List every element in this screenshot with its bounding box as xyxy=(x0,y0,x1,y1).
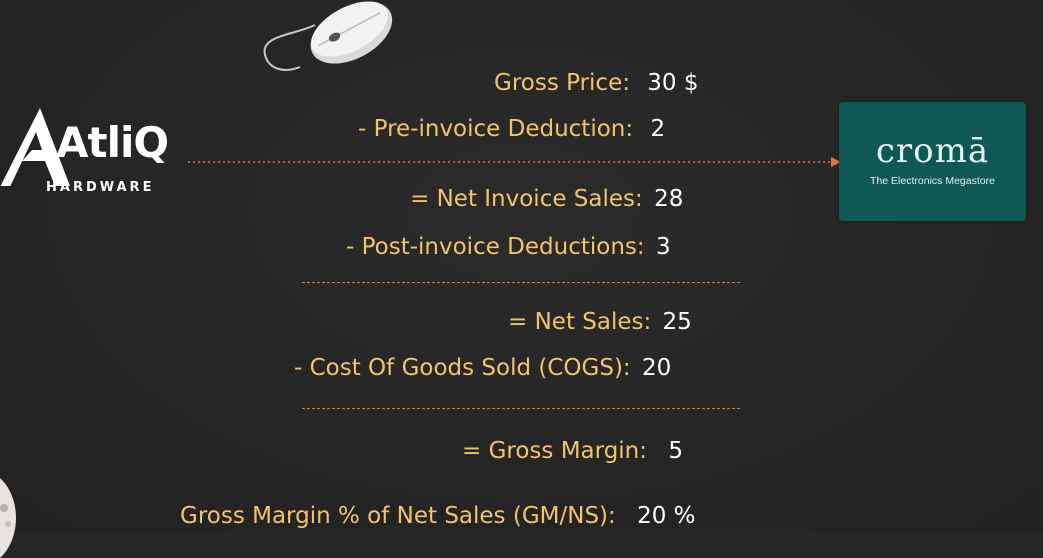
gross-margin-line: = Gross Margin: 5 xyxy=(462,440,683,463)
gross-margin-label: = Gross Margin: xyxy=(462,438,648,464)
gross-margin-value: 5 xyxy=(668,438,683,464)
gm-percent-value: 20 % xyxy=(637,503,696,529)
net-invoice-value: 28 xyxy=(654,186,684,212)
flow-arrow xyxy=(188,157,841,167)
presenter-thumbnail-edge xyxy=(0,478,16,558)
post-invoice-value: 3 xyxy=(655,234,671,260)
gross-price-line: Gross Price: 30 $ xyxy=(494,72,699,95)
croma-tagline: The Electronics Megastore xyxy=(870,175,995,187)
gross-price-label: Gross Price: xyxy=(494,70,630,96)
computer-mouse-icon xyxy=(263,1,393,71)
cogs-label: - Cost Of Goods Sold (COGS): xyxy=(294,355,631,381)
net-sales-line: = Net Sales: 25 xyxy=(508,311,692,334)
cogs-value: 20 xyxy=(642,355,672,381)
gm-percent-line: Gross Margin % of Net Sales (GM/NS): 20 … xyxy=(180,505,696,528)
divider-2 xyxy=(302,408,740,409)
atliq-a-mark-icon xyxy=(0,108,70,186)
pre-invoice-line: - Pre-invoice Deduction: 2 xyxy=(358,118,665,141)
post-invoice-label: - Post-invoice Deductions: xyxy=(346,234,645,260)
gm-percent-label: Gross Margin % of Net Sales (GM/NS): xyxy=(180,503,616,529)
divider-1 xyxy=(302,282,740,283)
atliq-logo: AtliQ HARDWARE xyxy=(0,100,180,200)
gross-price-value: 30 $ xyxy=(647,70,699,96)
croma-logo: cromā The Electronics Megastore xyxy=(839,102,1026,221)
pre-invoice-label: - Pre-invoice Deduction: xyxy=(358,116,634,142)
atliq-wordmark: AtliQ xyxy=(56,118,169,167)
net-sales-value: 25 xyxy=(662,309,692,335)
post-invoice-line: - Post-invoice Deductions: 3 xyxy=(346,236,671,259)
pre-invoice-value: 2 xyxy=(650,116,666,142)
net-invoice-label: = Net Invoice Sales: xyxy=(410,186,643,212)
croma-wordmark: cromā xyxy=(875,131,990,171)
net-invoice-line: = Net Invoice Sales: 28 xyxy=(410,188,683,211)
atliq-tagline: HARDWARE xyxy=(46,180,155,195)
cogs-line: - Cost Of Goods Sold (COGS): 20 xyxy=(294,357,671,380)
net-sales-label: = Net Sales: xyxy=(508,309,652,335)
